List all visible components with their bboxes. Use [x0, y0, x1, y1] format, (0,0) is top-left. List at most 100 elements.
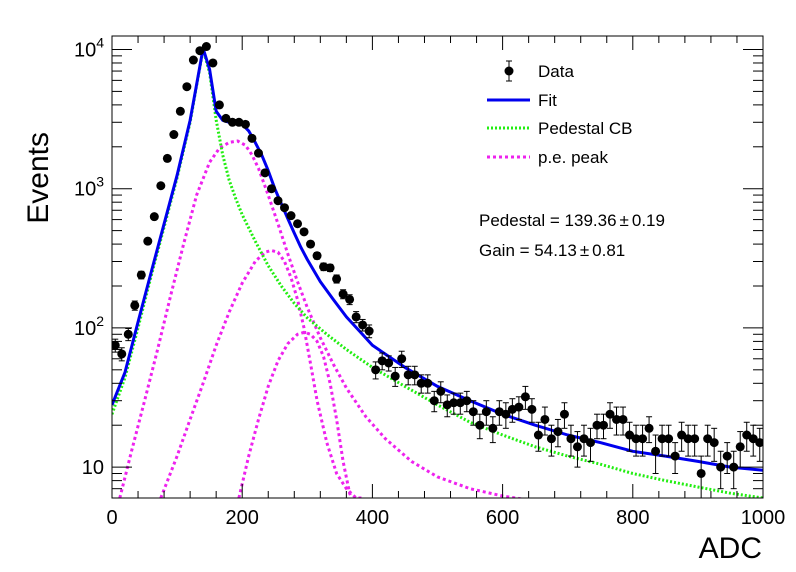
data-point [182, 82, 192, 92]
data-marker [351, 312, 361, 322]
data-marker [540, 414, 550, 424]
data-point [416, 374, 426, 394]
data-marker [599, 420, 609, 430]
data-point [475, 413, 485, 440]
data-marker [436, 386, 446, 396]
data-point [442, 394, 452, 418]
x-tick-label: 200 [226, 507, 259, 529]
data-marker [156, 181, 166, 191]
data-marker [690, 434, 700, 444]
data-marker [130, 300, 140, 310]
data-point [696, 455, 706, 498]
p-e-peak-1-curve [118, 139, 526, 498]
data-point [201, 42, 211, 52]
data-marker [280, 203, 290, 213]
data-marker [162, 153, 172, 163]
data-marker [403, 370, 413, 380]
data-marker [664, 434, 674, 444]
data-marker [384, 358, 394, 368]
data-marker [266, 184, 276, 194]
data-marker [325, 263, 335, 273]
data-point [664, 424, 674, 457]
data-point [175, 106, 185, 116]
data-marker [709, 438, 719, 448]
data-marker [260, 168, 270, 178]
data-marker [696, 468, 706, 478]
data-marker [240, 119, 250, 129]
data-marker [572, 442, 582, 452]
data-marker [592, 420, 602, 430]
data-point [345, 294, 355, 306]
data-point [143, 236, 153, 246]
data-marker [735, 442, 745, 452]
data-marker [273, 196, 283, 206]
data-marker [423, 378, 433, 388]
data-marker [332, 274, 342, 284]
axis-ticks [111, 36, 764, 499]
data-marker [253, 148, 263, 158]
data-marker [501, 409, 511, 419]
data-point [384, 355, 394, 372]
data-point [351, 311, 361, 324]
data-point [690, 424, 700, 457]
legend-item-data: Data [504, 60, 574, 82]
data-marker [306, 239, 316, 249]
gain-error: 0.81 [592, 241, 625, 260]
x-tick-label: 800 [616, 507, 649, 529]
data-marker [748, 434, 758, 444]
x-tick-label: 600 [486, 507, 519, 529]
y-tick-base: 10 [74, 179, 96, 201]
data-point [488, 416, 498, 444]
data-point [729, 450, 739, 490]
data-marker [136, 270, 146, 280]
data-point [449, 392, 459, 415]
data-marker [338, 289, 348, 299]
data-point [468, 400, 478, 426]
fit-results: Pedestal = 139.36 ±0.19 Gain = 54.13 ±0.81 [479, 211, 665, 260]
data-marker [546, 434, 556, 444]
x-tick-label: 0 [106, 507, 117, 529]
y-tick-exponent: 3 [96, 174, 104, 190]
data-marker [729, 462, 739, 472]
data-marker [390, 371, 400, 381]
data-marker [488, 423, 498, 433]
y-axis-title: Events [22, 132, 55, 224]
data-point [429, 390, 439, 413]
data-marker [149, 212, 159, 222]
data-point [716, 450, 726, 490]
x-tick-label: 400 [356, 507, 389, 529]
data-point [703, 424, 713, 457]
data-marker [644, 423, 654, 433]
data-marker [670, 451, 680, 461]
p-e-peak-3-curve [237, 330, 354, 498]
data-marker [143, 236, 153, 246]
data-point [221, 113, 231, 123]
data-point [247, 133, 257, 143]
x-axis-title: ADC [699, 532, 762, 565]
data-marker [520, 392, 530, 402]
data-marker [468, 407, 478, 417]
y-tick-base: 10 [74, 318, 96, 340]
data-point [123, 328, 133, 342]
data-marker [208, 58, 218, 68]
data-marker [299, 227, 309, 237]
data-marker [221, 113, 231, 123]
data-marker [559, 409, 569, 419]
x-tick-label: 1000 [741, 507, 786, 529]
y-tick-label: 102 [74, 313, 104, 340]
data-point [618, 406, 628, 436]
data-point [592, 413, 602, 440]
data-point [501, 402, 511, 429]
data-marker [345, 294, 355, 304]
data-marker [703, 434, 713, 444]
data-marker [188, 55, 198, 65]
legend-label-pe: p.e. peak [538, 148, 608, 167]
legend-data-marker [504, 66, 514, 76]
data-point [332, 274, 342, 284]
data-marker [123, 329, 133, 339]
pedestal-error: 0.19 [632, 211, 665, 230]
data-point [579, 424, 589, 457]
data-point [325, 263, 335, 273]
data-marker [358, 320, 368, 330]
data-marker [364, 326, 374, 336]
